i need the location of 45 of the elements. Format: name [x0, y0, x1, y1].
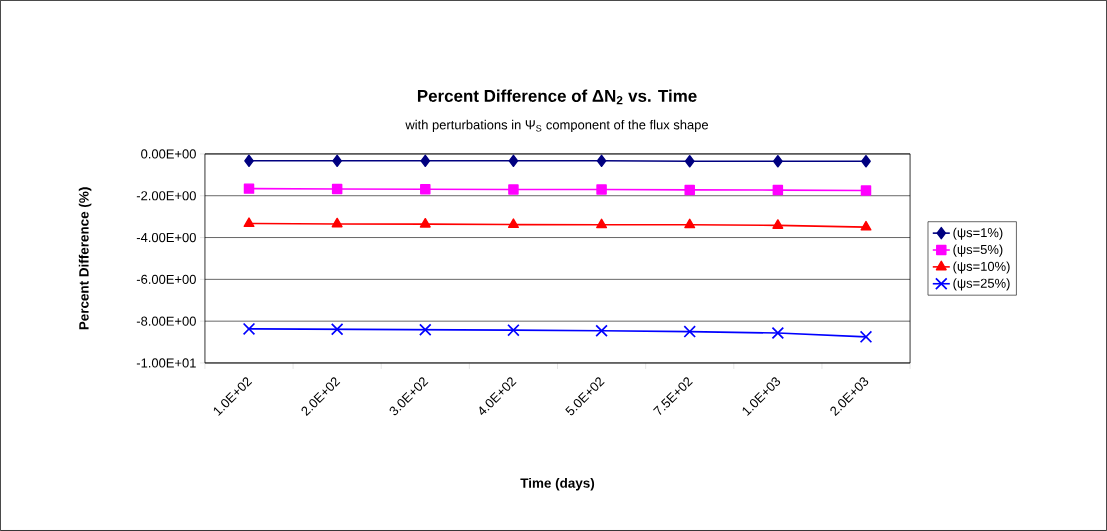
point: [508, 154, 519, 168]
legend-label: (ψs=1%): [953, 227, 1003, 240]
point: [771, 327, 784, 340]
point: [508, 184, 519, 195]
point: [243, 183, 255, 194]
point: [420, 184, 431, 195]
point: [683, 325, 696, 338]
point: [331, 217, 343, 228]
point: [860, 220, 872, 231]
point: [331, 183, 343, 195]
y-tick-label: -4.00E+00: [136, 233, 196, 243]
point: [684, 155, 695, 168]
point: [684, 218, 696, 229]
legend-label: (ψs=10%): [953, 261, 1010, 274]
point: [684, 184, 695, 196]
point: [596, 184, 607, 195]
y-tick-label: -6.00E+00: [136, 274, 196, 284]
y-axis-title: Percent Difference (%): [78, 187, 92, 330]
point: [860, 185, 872, 196]
point: [772, 184, 784, 196]
y-tick-label: -2.00E+00: [136, 191, 196, 201]
point: [507, 218, 519, 229]
y-tick-label: -8.00E+00: [136, 316, 196, 326]
point: [419, 323, 432, 336]
x-axis-title: Time (days): [520, 477, 595, 491]
y-tick-label: 0.00E+00: [141, 149, 196, 159]
point: [860, 330, 872, 343]
chart-title: Percent Difference of ΔN$_{2}$ vs. Time: [417, 89, 697, 105]
point: [596, 154, 607, 168]
point: [596, 218, 608, 229]
point: [243, 217, 255, 228]
point: [419, 217, 431, 228]
legend-label: (ψs=5%): [953, 244, 1003, 257]
point: [772, 219, 784, 229]
point: [332, 154, 343, 168]
point: [420, 154, 431, 168]
point: [243, 322, 256, 335]
point: [595, 324, 608, 337]
point: [861, 155, 871, 168]
y-tick-label: -1.00E+01: [136, 358, 196, 368]
point: [331, 323, 344, 336]
legend-label: (ψs=25%): [953, 278, 1010, 291]
point: [244, 154, 254, 168]
chart-subtitle: with perturbations in Ψ$_{S}$ component of the flux shape: [405, 119, 709, 132]
point: [772, 155, 783, 168]
